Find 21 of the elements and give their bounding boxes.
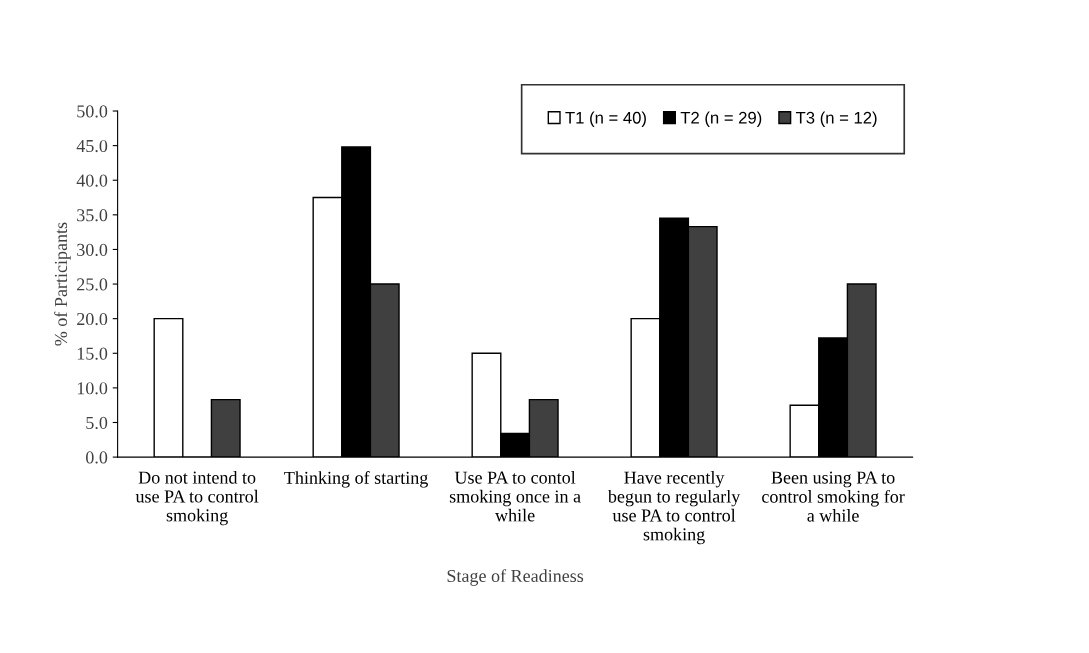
y-tick-label: 35.0 xyxy=(77,209,108,222)
x-axis-title: Stage of Readiness xyxy=(447,569,584,586)
y-tick-label: 25.0 xyxy=(77,278,108,291)
x-tick-label: Use PA to contol smoking once in a while xyxy=(449,470,581,522)
y-tick-label: 5.0 xyxy=(86,416,108,430)
x-tick-label: Do not intend to use PA to control smoking xyxy=(135,470,259,526)
x-tick-label: Thinking of starting xyxy=(284,470,428,488)
y-tick-label: 40.0 xyxy=(76,174,108,187)
y-tick-label: 45.0 xyxy=(76,139,108,153)
legend-label: T2 (n = 29) xyxy=(680,111,762,127)
y-tick-label: 30.0 xyxy=(77,243,108,256)
y-tick-label: 0.0 xyxy=(86,451,108,464)
y-tick-label: 50.0 xyxy=(77,105,108,118)
x-tick-label: Been using PA to control smoking for a while xyxy=(762,471,905,522)
x-tick-label: Have recently begun to regularly use PA to control smoking xyxy=(607,470,741,545)
legend-label: T3 (n = 12) xyxy=(795,111,877,127)
y-tick-label: 20.0 xyxy=(77,312,108,326)
y-tick-label: 10.0 xyxy=(77,382,108,395)
y-tick-label: 15.0 xyxy=(77,347,108,360)
legend-label: T1 (n = 40) xyxy=(565,111,646,127)
y-axis-title: % of Participants xyxy=(54,222,71,346)
